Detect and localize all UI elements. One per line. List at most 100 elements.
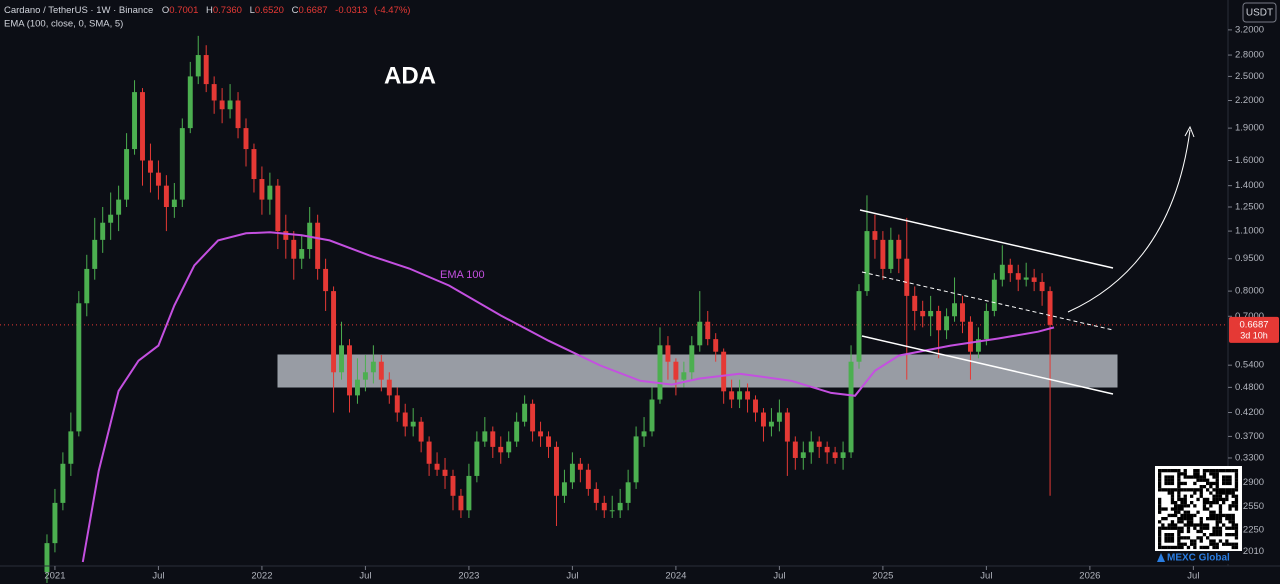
qr-module [1234,469,1239,473]
qr-module [1177,517,1181,521]
qr-module [1158,472,1162,476]
qr-module [1222,542,1226,546]
y-tick-label: 1.4000 [1235,180,1264,191]
qr-module [1196,536,1200,540]
qr-module [1202,475,1207,479]
qr-module [1215,488,1219,492]
candle-body [689,345,695,373]
qr-module [1199,545,1203,550]
candle-body [147,160,153,173]
qr-module [1209,542,1213,546]
candle-body [657,345,663,400]
candle-body [44,543,50,573]
qr-module [1212,542,1216,546]
qr-module [1170,520,1175,524]
qr-module [1202,507,1207,511]
qr-module [1174,526,1178,530]
qr-module [1158,520,1162,524]
qr-module [1158,501,1162,505]
qr-module [1215,533,1219,537]
qr-module [1158,536,1162,540]
candle-body [792,441,798,458]
x-tick-label: Jul [980,571,992,582]
qr-module [1222,478,1226,482]
qr-module [1170,475,1175,479]
x-tick-label: Jul [359,571,371,582]
qr-module [1202,523,1207,527]
qr-module [1164,475,1168,479]
qr-module [1209,491,1213,495]
qr-module [1177,485,1181,489]
qr-module [1180,497,1184,502]
qr-module [1186,510,1191,514]
qr-module [1202,533,1207,537]
qr-module [1177,478,1181,482]
qr-module [1228,513,1232,518]
qr-module [1199,520,1203,524]
qr-module [1234,472,1239,476]
candle-body [259,179,265,200]
qr-module [1218,507,1223,511]
qr-module [1225,542,1229,546]
qr-module [1167,475,1171,479]
candle-body [490,431,496,447]
qr-module [1158,542,1162,546]
qr-module [1174,513,1178,518]
qr-module [1196,488,1200,492]
qr-module [1199,494,1203,498]
y-tick-label: 0.2250 [1235,525,1264,536]
qr-module [1170,497,1175,502]
qr-module [1199,475,1203,479]
qr-module [1231,488,1235,492]
candle-body [315,222,321,269]
qr-module [1158,478,1162,482]
qr-module [1183,475,1187,479]
qr-module [1225,539,1229,543]
qr-module [1167,533,1171,537]
candle-body [999,264,1005,280]
qr-module [1170,488,1175,492]
candle-body [872,231,878,240]
x-tick-label: Jul [152,571,164,582]
y-tick-label: 0.7000 [1235,311,1264,322]
candle-body [219,100,225,110]
qr-module [1218,469,1223,473]
qr-module [1206,478,1210,482]
candle-body [323,268,329,292]
qr-module [1225,491,1229,495]
x-tick-label: 2025 [872,571,893,582]
qr-module [1202,497,1207,502]
ohlc-key: C [292,5,299,16]
qr-module [1222,513,1226,518]
candle-body [697,321,703,346]
qr-module [1234,497,1239,502]
qr-module [1193,545,1197,550]
y-tick-label: 1.2500 [1235,202,1264,213]
qr-module [1174,501,1178,505]
qr-module [1158,539,1162,543]
candle-body [768,421,774,427]
qr-module [1228,542,1232,546]
candle-body [498,446,504,453]
qr-module [1231,504,1235,508]
ema-layer [81,231,1055,563]
qr-module [1177,469,1181,473]
qr-module [1225,497,1229,502]
candle-body [920,310,926,317]
qr-module [1225,478,1229,482]
qr-module [1180,488,1184,492]
watermark: MEXC Global [1167,553,1230,564]
candle-body [975,339,981,352]
qr-module [1212,526,1216,530]
qr-module [1215,542,1219,546]
qr-module [1190,475,1194,479]
candle-body [641,431,647,437]
qr-module [1177,529,1181,534]
qr-module [1186,475,1191,479]
candle-body [362,372,368,380]
qr-module [1206,526,1210,530]
candle-body [880,239,886,269]
qr-module [1164,478,1168,482]
qr-module [1190,513,1194,518]
qr-module [1186,504,1191,508]
